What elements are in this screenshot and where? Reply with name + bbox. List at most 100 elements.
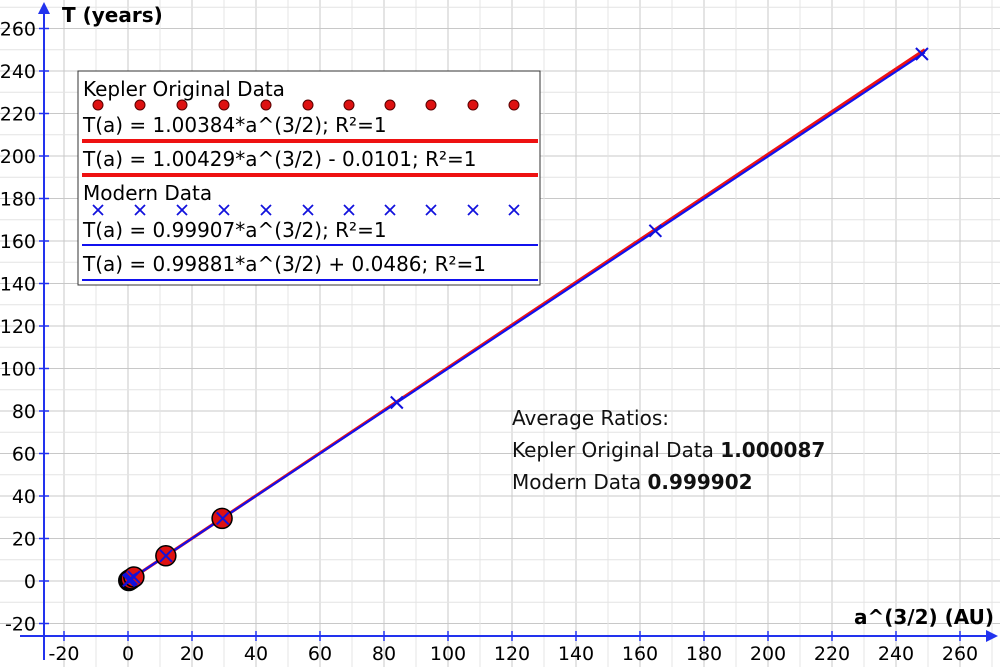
legend-modern-marker-stroke: [508, 204, 520, 216]
y-tick-label: 140: [0, 274, 36, 296]
legend-kepler-marker: [218, 99, 230, 111]
y-tick-label: 160: [0, 231, 36, 253]
modern-point-stroke: [648, 224, 663, 238]
legend-kepler-marker: [260, 99, 272, 111]
legend-kepler-marker: [343, 99, 355, 111]
x-tick-label: 40: [244, 643, 268, 665]
ratios-modern-label: Modern Data: [512, 470, 642, 494]
legend-fit-1: T(a) = 1.00384*a^(3/2); R²=1: [82, 113, 387, 137]
x-axis-arrow: [986, 630, 998, 642]
legend-modern-marker-stroke: [467, 204, 479, 216]
y-tick-label: 100: [0, 359, 36, 381]
legend-fit-2: T(a) = 1.00429*a^(3/2) - 0.0101; R²=1: [82, 147, 476, 171]
legend-kepler-marker: [508, 99, 520, 111]
legend-kepler-marker: [92, 99, 104, 111]
x-tick-label: 120: [494, 643, 530, 665]
x-axis-title: a^(3/2) (AU): [854, 605, 994, 629]
modern-point: [216, 511, 230, 526]
y-tick-label: 60: [12, 444, 36, 466]
legend-kepler-marker: [467, 99, 479, 111]
x-tick-label: 160: [622, 643, 658, 665]
x-tick-label: -20: [48, 643, 79, 665]
x-tick-label: 200: [750, 643, 786, 665]
data-points: [118, 47, 929, 592]
tick-labels: -20 0 20 40 60 80 100 120 140 160 180 200 220 240 260-…: [0, 19, 978, 666]
y-tick-label: 240: [0, 61, 36, 83]
legend-kepler-markers: [92, 99, 520, 111]
legend-kepler-marker: [176, 99, 188, 111]
x-tick-label: 180: [686, 643, 722, 665]
legend-modern-marker: [176, 204, 188, 216]
legend-modern-marker: [92, 204, 104, 216]
modern-point: [127, 570, 141, 584]
legend-modern-markers: [92, 204, 520, 216]
ratios-kepler-value: 1.000087: [720, 438, 826, 462]
legend-modern-marker: [260, 204, 272, 216]
legend-modern-marker: [218, 204, 230, 216]
ratios-kepler-row: Kepler Original Data 1.000087: [512, 434, 825, 466]
legend-modern-marker-stroke: [92, 204, 104, 216]
average-ratios-annotation: Average Ratios: Kepler Original Data 1.0…: [512, 402, 825, 498]
legend-modern-marker-stroke: [218, 204, 230, 216]
fit-lines: [127, 48, 926, 583]
legend-kepler-marker: [302, 99, 314, 111]
x-tick-label: 60: [308, 643, 332, 665]
y-axis-arrow: [38, 2, 50, 14]
x-tick-label: 80: [372, 643, 396, 665]
y-tick-label: 20: [12, 529, 36, 551]
y-tick-label: 40: [12, 486, 36, 508]
y-tick-label: 180: [0, 189, 36, 211]
legend-fit-3: T(a) = 0.99907*a^(3/2); R²=1: [82, 218, 387, 242]
y-tick-label: 200: [0, 146, 36, 168]
modern-point: [648, 224, 663, 238]
legend-modern-marker: [467, 204, 479, 216]
legend-kepler-series: Kepler Original Data: [83, 77, 285, 101]
ratios-modern-row: Modern Data 0.999902: [512, 466, 825, 498]
x-tick-label: 220: [814, 643, 850, 665]
legend-kepler-marker: [384, 99, 396, 111]
legend-kepler-marker: [134, 99, 146, 111]
y-tick-label: 120: [0, 316, 36, 338]
legend-modern-series: Modern Data: [83, 181, 212, 205]
legend-modern-marker: [302, 204, 314, 216]
legend-modern-marker-stroke: [176, 204, 188, 216]
legend-modern-marker-stroke: [260, 204, 272, 216]
ratios-kepler-label: Kepler Original Data: [512, 438, 714, 462]
y-tick-label: 220: [0, 104, 36, 126]
legend-modern-marker-stroke: [384, 204, 396, 216]
y-tick-label: 260: [0, 19, 36, 41]
fit-line-4: [127, 51, 926, 582]
legend-modern-marker-stroke: [134, 204, 146, 216]
modern-point: [159, 549, 173, 563]
modern-point: [915, 47, 929, 61]
modern-point-stroke: [915, 47, 929, 61]
legend-modern-marker-stroke: [425, 204, 437, 216]
x-tick-label: 0: [122, 643, 134, 665]
x-tick-label: 20: [180, 643, 204, 665]
y-tick-label: 80: [12, 401, 36, 423]
x-tick-label: 100: [430, 643, 466, 665]
legend-modern-marker: [384, 204, 396, 216]
legend-fit-4: T(a) = 0.99881*a^(3/2) + 0.0486; R²=1: [82, 252, 486, 276]
legend-kepler-marker: [425, 99, 437, 111]
ratios-heading: Average Ratios:: [512, 406, 669, 430]
legend-modern-marker: [134, 204, 146, 216]
legend: Kepler Original Data T(a) = 1.00384*a^(3…: [77, 70, 541, 286]
ratios-modern-value: 0.999902: [647, 470, 753, 494]
modern-point-stroke: [390, 395, 404, 410]
legend-modern-marker: [425, 204, 437, 216]
y-tick-label: 0: [24, 571, 36, 593]
y-axis-title: T (years): [62, 3, 163, 27]
modern-point-stroke: [159, 549, 173, 563]
legend-modern-marker-stroke: [343, 204, 355, 216]
y-tick-label: -20: [5, 614, 36, 636]
modern-point-stroke: [127, 570, 141, 584]
legend-box: [77, 70, 541, 286]
legend-modern-marker: [508, 204, 520, 216]
x-tick-label: 140: [558, 643, 594, 665]
modern-point-stroke: [216, 511, 230, 526]
legend-modern-marker: [343, 204, 355, 216]
axes: [20, 2, 998, 660]
legend-modern-marker-stroke: [302, 204, 314, 216]
